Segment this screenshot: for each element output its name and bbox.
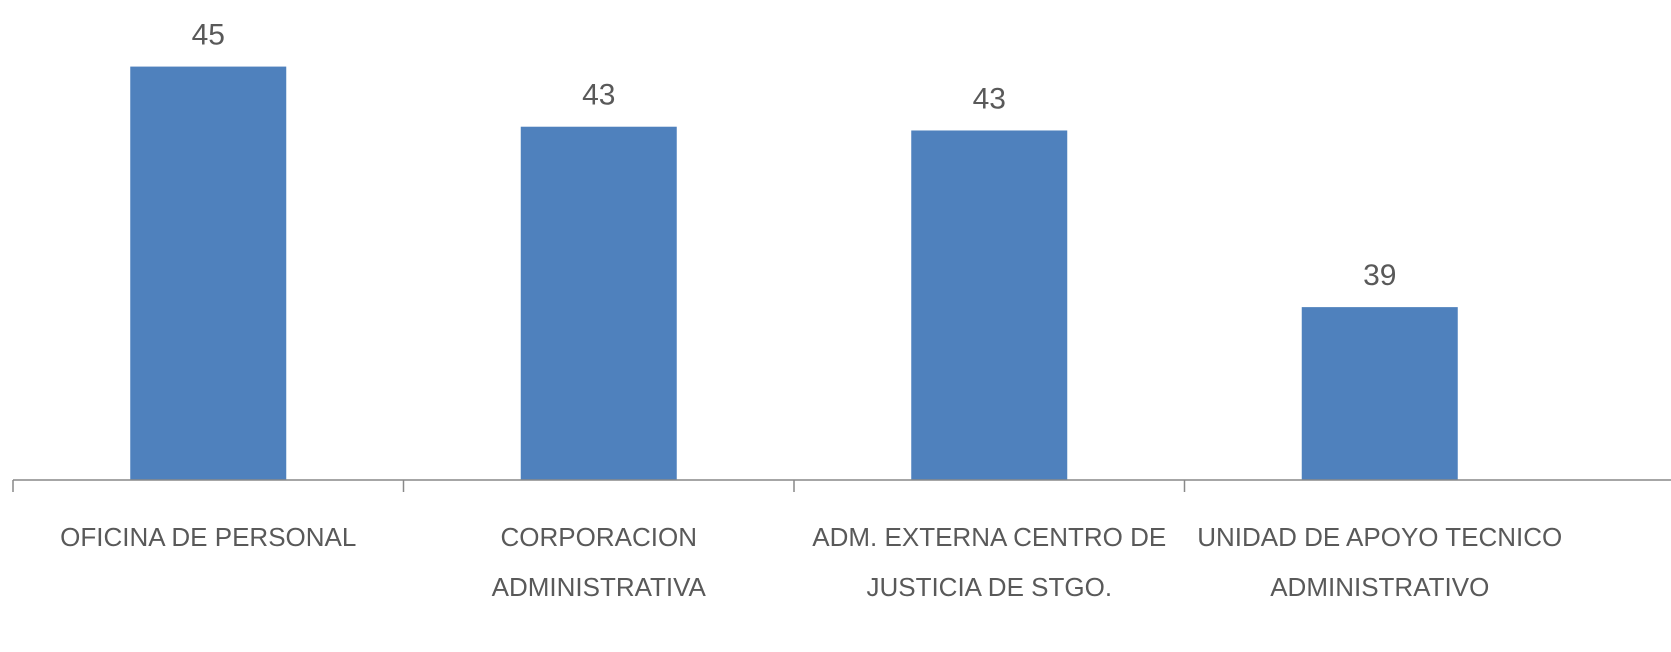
x-tick-label: CORPORACION ADMINISTRATIVA xyxy=(491,522,706,602)
bar xyxy=(1301,307,1458,480)
x-tick-label: UNIDAD DE APOYO TECNICO ADMINISTRATIVO xyxy=(1197,522,1563,602)
x-tick-label: ADM. EXTERNA CENTRO DE JUSTICIA DE STGO. xyxy=(812,522,1167,602)
bar xyxy=(520,126,677,480)
bar xyxy=(911,130,1068,480)
x-tick-label: OFICINA DE PERSONAL xyxy=(60,522,357,552)
data-label: 43 xyxy=(973,82,1006,115)
data-label: 43 xyxy=(582,79,615,112)
bar xyxy=(130,66,287,480)
data-label: 39 xyxy=(1363,259,1396,292)
data-label: 45 xyxy=(192,19,225,52)
